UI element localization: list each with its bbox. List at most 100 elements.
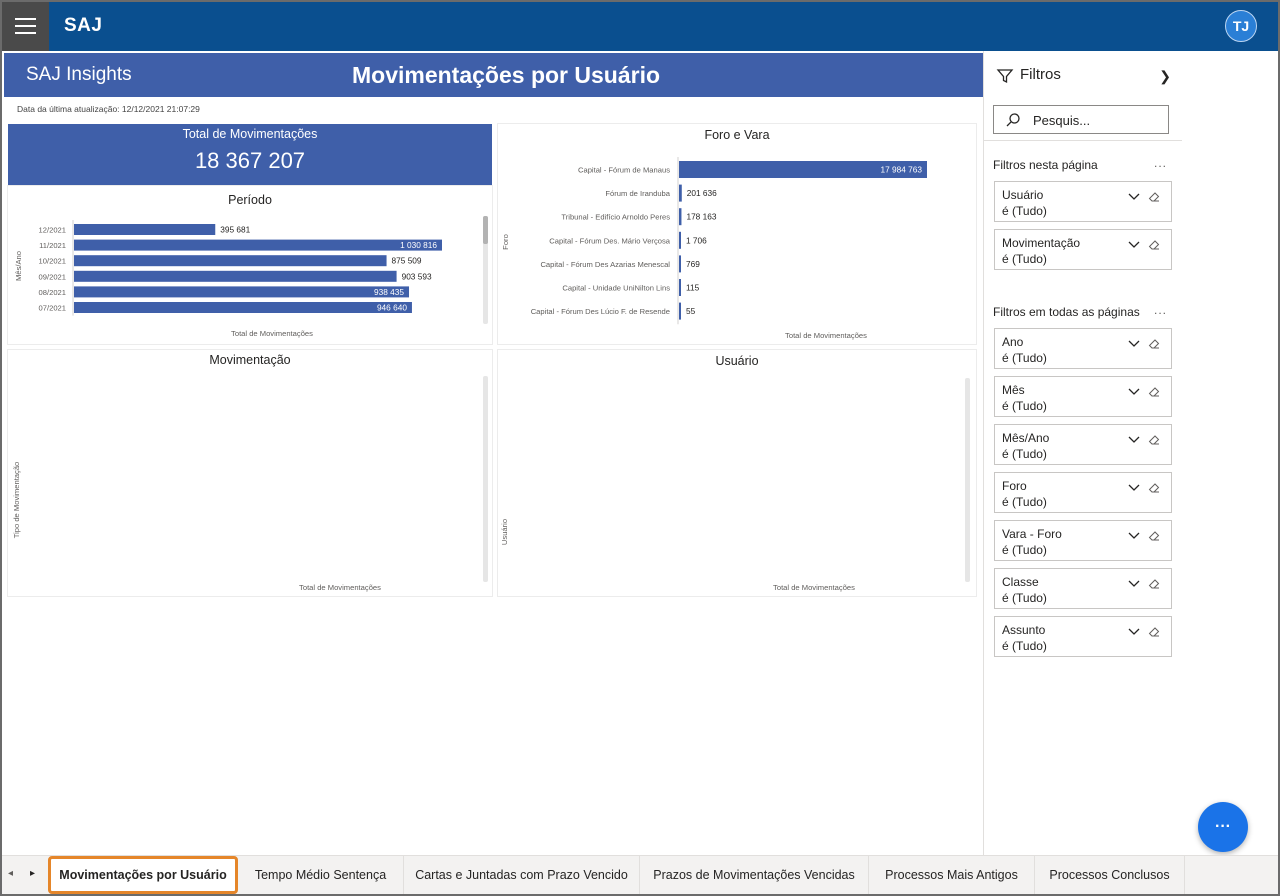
tab-4[interactable]: Processos Mais Antigos [869,856,1035,894]
y-axis-title: Usuário [500,519,509,545]
more-options-icon[interactable]: ... [1153,303,1167,317]
page-filters-heading: Filtros nesta página [993,158,1098,172]
data-label: 55 [686,306,696,316]
category-label: 10/2021 [39,257,66,266]
bar[interactable] [74,224,216,235]
filter-value: é (Tudo) [1002,543,1047,557]
tab-5[interactable]: Processos Conclusos [1035,856,1185,894]
chart-title: Foro e Vara [704,128,770,142]
filter-name: Usuário [1002,188,1044,202]
clear-filter-icon[interactable] [1148,434,1160,446]
bar[interactable] [74,302,412,313]
chevron-down-icon[interactable] [1128,578,1140,588]
bar[interactable] [74,286,410,298]
filter-card[interactable]: Assunto é (Tudo) [994,616,1172,657]
chevron-down-icon[interactable] [1128,530,1140,540]
filter-value: é (Tudo) [1002,495,1047,509]
movimentacao-chart-card[interactable]: Movimentação Certidão Expedida2 767 083E… [8,350,492,596]
clear-filter-icon[interactable] [1148,626,1160,638]
chevron-down-icon[interactable] [1128,239,1140,249]
tab-prev-icon[interactable]: ◂ [8,868,14,879]
user-avatar[interactable]: TJ [1225,10,1257,42]
page-title: Movimentações por Usuário [352,62,661,88]
chart-scrollbar[interactable] [965,378,970,582]
usuario-bar-chart: Usuário padrão para acesso SAJ/AT6 644 5… [500,519,855,592]
filter-card[interactable]: Usuário é (Tudo) [994,181,1172,222]
chevron-down-icon[interactable] [1128,191,1140,201]
usuario-chart-card[interactable]: Usuário Usuário padrão para acesso SAJ/A… [498,350,976,596]
category-label: 07/2021 [39,304,66,313]
filter-card[interactable]: Mês/Ano é (Tudo) [994,424,1172,465]
filter-card[interactable]: Movimentação é (Tudo) [994,229,1172,270]
filter-value: é (Tudo) [1002,351,1047,365]
periodo-chart-card[interactable]: Período 12/2021 395 681 11/2021 1 030 816 10… [8,186,492,344]
kpi-label: Total de Movimentações [182,127,318,141]
filter-card[interactable]: Ano é (Tudo) [994,328,1172,369]
clear-filter-icon[interactable] [1148,578,1160,590]
y-axis-title: Mês/Ano [14,251,23,281]
filter-name: Assunto [1002,623,1046,637]
bar[interactable] [679,279,681,296]
foro-vara-bar-chart: Capital - Fórum de Manaus 17 984 763 Fórum… [501,157,927,340]
collapse-filters-icon[interactable]: ❯ [1159,68,1171,84]
bar[interactable] [679,302,681,320]
chevron-down-icon[interactable] [1128,338,1140,348]
bar[interactable] [74,255,387,267]
clear-filter-icon[interactable] [1148,239,1160,251]
filter-value: é (Tudo) [1002,399,1047,413]
report-canvas: SAJ Insights Movimentações por Usuário D… [2,51,984,855]
bar[interactable] [679,161,927,178]
top-bar: SAJ TJ [2,2,1278,51]
tab-0[interactable]: Movimentações por Usuário [48,856,238,894]
bar[interactable] [679,255,681,273]
tab-1[interactable]: Tempo Médio Sentença [238,856,404,894]
data-label: 1 030 816 [400,240,437,250]
filter-card[interactable]: Mês é (Tudo) [994,376,1172,417]
more-actions-button[interactable]: ··· [1198,802,1248,852]
filter-value: é (Tudo) [1002,447,1047,461]
chevron-down-icon[interactable] [1128,434,1140,444]
data-label: 395 681 [220,225,250,235]
chart-scrollbar[interactable] [483,216,488,324]
filter-card[interactable]: Vara - Foro é (Tudo) [994,520,1172,561]
bar[interactable] [74,239,442,251]
chevron-down-icon[interactable] [1128,482,1140,492]
filters-search-input[interactable]: Pesquis... [993,105,1169,134]
foro-vara-chart-card[interactable]: Foro e Vara Capital - Fórum de Manaus 17 … [498,124,976,344]
clear-filter-icon[interactable] [1148,482,1160,494]
more-options-icon[interactable]: ... [1153,156,1167,170]
filter-card[interactable]: Classe é (Tudo) [994,568,1172,609]
clear-filter-icon[interactable] [1148,338,1160,350]
filter-name: Mês/Ano [1002,431,1050,445]
hamburger-menu-icon[interactable] [2,2,49,51]
tab-next-icon[interactable]: ▸ [30,868,36,879]
y-axis-title: Tipo de Movimentação [12,462,21,539]
filter-value: é (Tudo) [1002,204,1047,218]
filter-name: Ano [1002,335,1024,349]
x-axis-title: Total de Movimentações [231,329,313,338]
clear-filter-icon[interactable] [1148,386,1160,398]
clear-filter-icon[interactable] [1148,191,1160,203]
filters-title: Filtros [1020,66,1061,83]
chart-scrollbar-thumb[interactable] [483,216,488,244]
total-kpi-card[interactable]: Total de Movimentações 18 367 207 [8,124,492,186]
chevron-down-icon[interactable] [1128,386,1140,396]
bar[interactable] [679,208,682,226]
bar[interactable] [74,270,397,282]
data-label: 938 435 [374,287,404,297]
kpi-value: 18 367 207 [194,148,306,173]
filter-value: é (Tudo) [1002,252,1047,266]
bar[interactable] [679,231,681,249]
tab-3[interactable]: Prazos de Movimentações Vencidas [640,856,869,894]
tab-2[interactable]: Cartas e Juntadas com Prazo Vencido [404,856,640,894]
data-label: 1 706 [686,235,707,245]
chart-scrollbar[interactable] [483,376,488,582]
filter-card[interactable]: Foro é (Tudo) [994,472,1172,513]
clear-filter-icon[interactable] [1148,530,1160,542]
category-label: 12/2021 [39,226,66,235]
data-label: 946 640 [377,303,407,313]
divider [984,140,1182,141]
app-name: SAJ [64,15,103,36]
chevron-down-icon[interactable] [1128,626,1140,636]
bar[interactable] [679,184,682,202]
